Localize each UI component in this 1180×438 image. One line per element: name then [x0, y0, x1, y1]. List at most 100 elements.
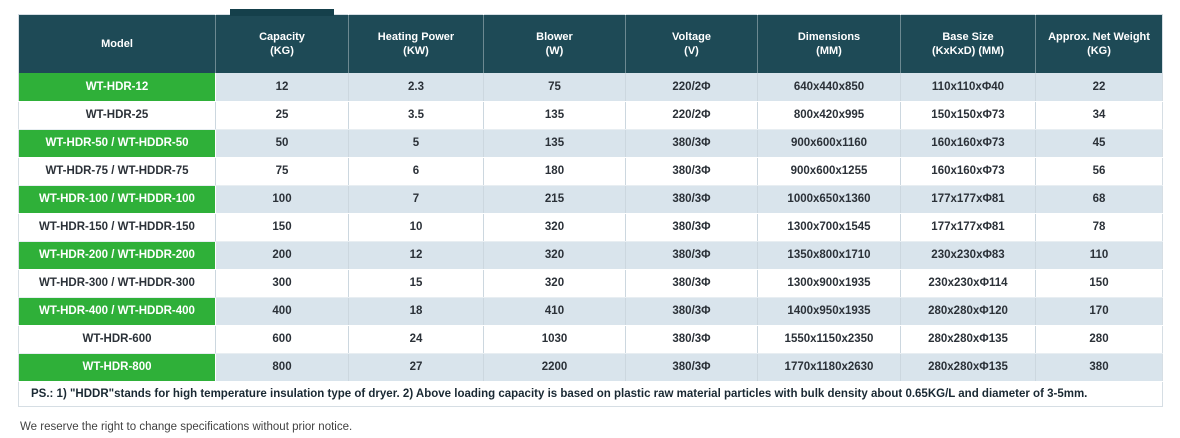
- column-header-net-weight: Approx. Net Weight (KG): [1035, 14, 1163, 73]
- value-cell: 380/3Φ: [625, 213, 758, 242]
- value-cell: 170: [1035, 297, 1163, 326]
- table-row: WT-HDR-800 800 27 2200 380/3Φ 1770x1180x2630 2…: [18, 353, 1163, 382]
- value-cell: 5: [348, 129, 484, 158]
- value-cell: 380/3Φ: [625, 185, 758, 214]
- value-cell: 68: [1035, 185, 1163, 214]
- table-row: WT-HDR-200 / WT-HDDR-200 200 12 320 380/3Φ 13…: [18, 241, 1163, 270]
- value-cell: 2200: [483, 353, 626, 382]
- value-cell: 280x280xΦ120: [900, 297, 1036, 326]
- model-cell: WT-HDR-600: [18, 325, 216, 354]
- value-cell: 100: [215, 185, 349, 214]
- table-row: WT-HDR-300 / WT-HDDR-300 300 15 320 380/3Φ 13…: [18, 269, 1163, 298]
- value-cell: 300: [215, 269, 349, 298]
- table-row: WT-HDR-150 / WT-HDDR-150 150 10 320 380/3Φ 13…: [18, 213, 1163, 242]
- value-cell: 230x230xΦ114: [900, 269, 1036, 298]
- column-unit: (KG): [270, 45, 294, 57]
- value-cell: 380/3Φ: [625, 129, 758, 158]
- model-cell: WT-HDR-50 / WT-HDDR-50: [18, 129, 216, 158]
- value-cell: 22: [1035, 73, 1163, 102]
- value-cell: 1400x950x1935: [757, 297, 901, 326]
- table-body: WT-HDR-12 12 2.3 75 220/2Φ 640x440x850 110x110…: [18, 73, 1163, 382]
- value-cell: 320: [483, 269, 626, 298]
- value-cell: 800: [215, 353, 349, 382]
- value-cell: 160x160xΦ73: [900, 129, 1036, 158]
- value-cell: 18: [348, 297, 484, 326]
- column-header-model: Model: [18, 14, 216, 73]
- model-cell: WT-HDR-150 / WT-HDDR-150: [18, 213, 216, 242]
- column-label: Blower: [536, 31, 573, 43]
- value-cell: 12: [215, 73, 349, 102]
- column-label: Heating Power: [377, 31, 455, 43]
- value-cell: 110: [1035, 241, 1163, 270]
- value-cell: 150: [1035, 269, 1163, 298]
- model-cell: WT-HDR-100 / WT-HDDR-100: [18, 185, 216, 214]
- value-cell: 34: [1035, 101, 1163, 130]
- value-cell: 56: [1035, 157, 1163, 186]
- table-row: WT-HDR-50 / WT-HDDR-50 50 5 135 380/3Φ 900x60…: [18, 129, 1163, 158]
- model-cell: WT-HDR-75 / WT-HDDR-75: [18, 157, 216, 186]
- header-accent-tab: [230, 9, 334, 16]
- value-cell: 1550x1150x2350: [757, 325, 901, 354]
- model-cell: WT-HDR-12: [18, 73, 216, 102]
- table-footnote: PS.: 1) "HDDR"stands for high temperatur…: [18, 380, 1163, 406]
- value-cell: 800x420x995: [757, 101, 901, 130]
- table-row: WT-HDR-400 / WT-HDDR-400 400 18 410 380/3Φ 14…: [18, 297, 1163, 326]
- value-cell: 320: [483, 241, 626, 270]
- table-row: WT-HDR-12 12 2.3 75 220/2Φ 640x440x850 110x110…: [18, 73, 1163, 102]
- value-cell: 50: [215, 129, 349, 158]
- value-cell: 640x440x850: [757, 73, 901, 102]
- ps-note: PS.: 1) "HDDR"stands for high temperatur…: [18, 380, 1163, 406]
- column-unit: (W): [545, 45, 564, 57]
- value-cell: 280x280xΦ135: [900, 325, 1036, 354]
- value-cell: 200: [215, 241, 349, 270]
- column-label: Model: [101, 38, 133, 50]
- model-cell: WT-HDR-300 / WT-HDDR-300: [18, 269, 216, 298]
- model-cell: WT-HDR-25: [18, 101, 216, 130]
- value-cell: 75: [483, 73, 626, 102]
- value-cell: 1770x1180x2630: [757, 353, 901, 382]
- value-cell: 380: [1035, 353, 1163, 382]
- value-cell: 380/3Φ: [625, 241, 758, 270]
- value-cell: 320: [483, 213, 626, 242]
- value-cell: 380/3Φ: [625, 353, 758, 382]
- value-cell: 380/3Φ: [625, 269, 758, 298]
- value-cell: 380/3Φ: [625, 297, 758, 326]
- value-cell: 280x280xΦ135: [900, 353, 1036, 382]
- column-header-voltage: Voltage (V): [625, 14, 758, 73]
- value-cell: 10: [348, 213, 484, 242]
- column-header-blower: Blower (W): [483, 14, 626, 73]
- spec-table: Model Capacity (KG) Heating Power (KW) Blower…: [18, 14, 1163, 407]
- value-cell: 900x600x1255: [757, 157, 901, 186]
- value-cell: 280: [1035, 325, 1163, 354]
- value-cell: 150: [215, 213, 349, 242]
- value-cell: 1350x800x1710: [757, 241, 901, 270]
- table-row: WT-HDR-75 / WT-HDDR-75 75 6 180 380/3Φ 900x60…: [18, 157, 1163, 186]
- value-cell: 177x177xΦ81: [900, 185, 1036, 214]
- column-label: Voltage: [672, 31, 711, 43]
- value-cell: 600: [215, 325, 349, 354]
- column-label: Capacity: [259, 31, 305, 43]
- value-cell: 220/2Φ: [625, 73, 758, 102]
- value-cell: 75: [215, 157, 349, 186]
- column-header-capacity: Capacity (KG): [215, 14, 349, 73]
- column-header-dimensions: Dimensions (MM): [757, 14, 901, 73]
- column-unit: (MM): [816, 45, 842, 57]
- value-cell: 6: [348, 157, 484, 186]
- value-cell: 1000x650x1360: [757, 185, 901, 214]
- header-row: Model Capacity (KG) Heating Power (KW) Blower…: [18, 14, 1163, 73]
- column-label: Approx. Net Weight: [1048, 31, 1150, 43]
- value-cell: 1300x900x1935: [757, 269, 901, 298]
- column-header-base-size: Base Size (KxKxD) (MM): [900, 14, 1036, 73]
- value-cell: 15: [348, 269, 484, 298]
- model-cell: WT-HDR-200 / WT-HDDR-200: [18, 241, 216, 270]
- value-cell: 230x230xΦ83: [900, 241, 1036, 270]
- value-cell: 400: [215, 297, 349, 326]
- value-cell: 135: [483, 101, 626, 130]
- value-cell: 7: [348, 185, 484, 214]
- column-unit: (V): [684, 45, 699, 57]
- value-cell: 45: [1035, 129, 1163, 158]
- value-cell: 220/2Φ: [625, 101, 758, 130]
- value-cell: 900x600x1160: [757, 129, 901, 158]
- column-unit: (KxKxD) (MM): [931, 45, 1005, 57]
